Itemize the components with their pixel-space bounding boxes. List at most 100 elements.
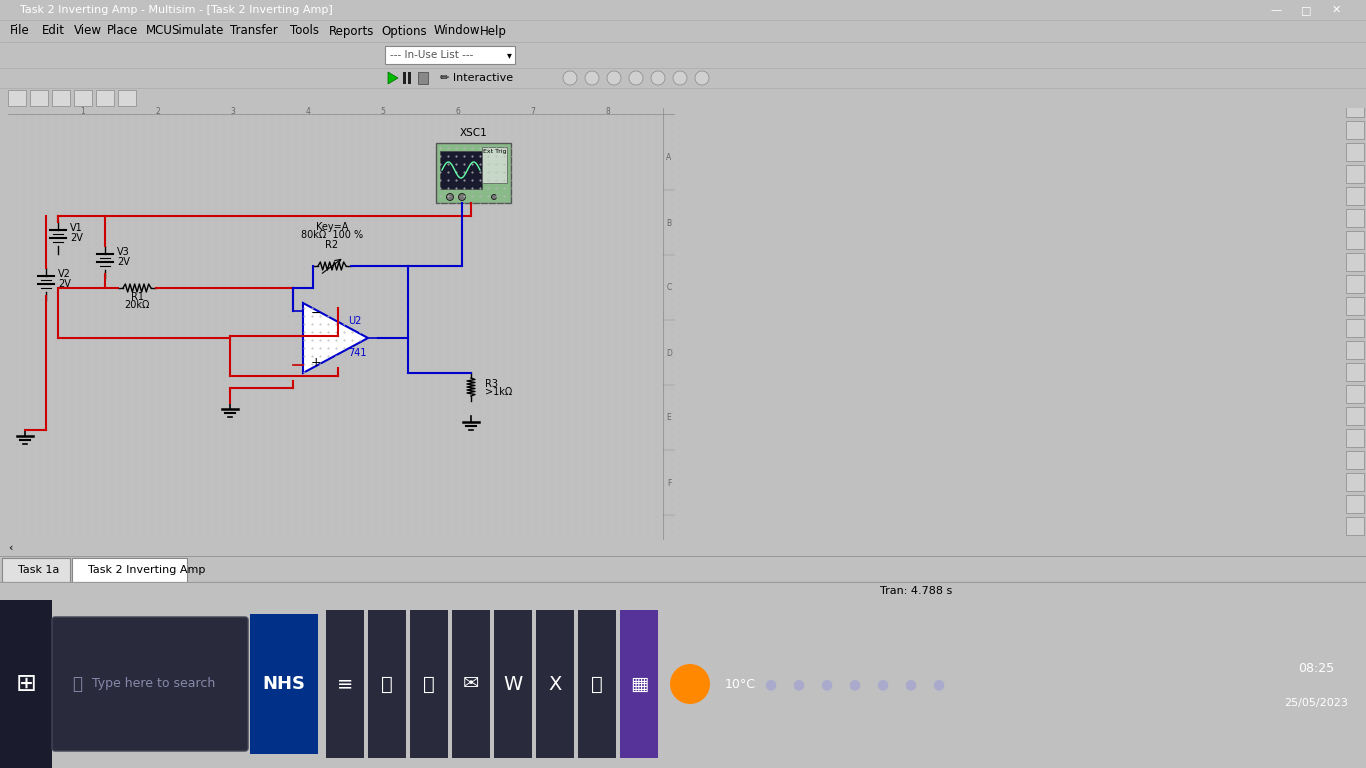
Circle shape <box>492 194 496 200</box>
Text: W: W <box>504 674 523 694</box>
Text: V2: V2 <box>57 269 71 279</box>
Text: Help: Help <box>479 25 507 38</box>
Circle shape <box>447 194 454 200</box>
Text: Tran: 4.788 s: Tran: 4.788 s <box>880 586 952 596</box>
Text: 5: 5 <box>381 107 385 115</box>
Text: Type here to search: Type here to search <box>92 677 216 690</box>
Text: 📄: 📄 <box>591 674 602 694</box>
Text: 🔍: 🔍 <box>72 675 82 693</box>
FancyBboxPatch shape <box>117 90 137 106</box>
Bar <box>250 614 318 754</box>
Text: ✏ Interactive: ✏ Interactive <box>440 73 514 83</box>
FancyBboxPatch shape <box>74 90 92 106</box>
FancyBboxPatch shape <box>1346 407 1365 425</box>
Circle shape <box>563 71 576 85</box>
Text: Transfer: Transfer <box>231 25 279 38</box>
Text: 80kΩ  100 %: 80kΩ 100 % <box>301 230 363 240</box>
Text: 10°C: 10°C <box>725 677 755 690</box>
Text: Simulate: Simulate <box>171 25 224 38</box>
Bar <box>620 610 658 758</box>
Text: Ext Trig: Ext Trig <box>484 149 507 154</box>
FancyBboxPatch shape <box>30 90 48 106</box>
Bar <box>1 558 70 582</box>
Circle shape <box>652 71 665 85</box>
Text: Task 2 Inverting Amp: Task 2 Inverting Amp <box>87 565 205 575</box>
Polygon shape <box>303 303 367 373</box>
Text: Place: Place <box>107 25 138 38</box>
Bar <box>436 143 511 203</box>
Text: ▾: ▾ <box>507 50 512 60</box>
Text: 1: 1 <box>81 107 85 115</box>
FancyBboxPatch shape <box>1346 187 1365 205</box>
Circle shape <box>607 71 622 85</box>
Text: R2: R2 <box>325 240 339 250</box>
Text: >1kΩ: >1kΩ <box>485 387 512 397</box>
Text: 25/05/2023: 25/05/2023 <box>1284 698 1348 708</box>
Text: V3: V3 <box>117 247 130 257</box>
FancyBboxPatch shape <box>1346 143 1365 161</box>
FancyBboxPatch shape <box>1346 363 1365 381</box>
Bar <box>535 610 574 758</box>
Text: A: A <box>667 154 672 163</box>
Text: U2: U2 <box>348 316 362 326</box>
Text: ✕: ✕ <box>1332 5 1340 15</box>
Text: Key=A: Key=A <box>316 222 348 232</box>
FancyBboxPatch shape <box>1346 495 1365 513</box>
Text: 7: 7 <box>530 107 535 115</box>
Bar <box>410 610 448 758</box>
Text: ‹: ‹ <box>8 543 12 553</box>
FancyBboxPatch shape <box>1346 209 1365 227</box>
Text: R1: R1 <box>131 292 143 302</box>
Text: 2V: 2V <box>57 279 71 289</box>
Text: R3: R3 <box>485 379 499 389</box>
FancyBboxPatch shape <box>1346 319 1365 337</box>
FancyBboxPatch shape <box>1346 231 1365 249</box>
Text: Window: Window <box>434 25 481 38</box>
Text: −: − <box>311 306 321 319</box>
Bar <box>482 147 507 183</box>
Bar <box>418 72 428 84</box>
FancyBboxPatch shape <box>1346 297 1365 315</box>
Bar <box>367 610 406 758</box>
FancyBboxPatch shape <box>52 90 70 106</box>
Text: ●: ● <box>792 677 805 691</box>
Circle shape <box>585 71 600 85</box>
Text: File: File <box>10 25 30 38</box>
Text: —: — <box>1270 5 1281 15</box>
Circle shape <box>669 664 710 704</box>
Text: 🌐: 🌐 <box>423 674 434 694</box>
FancyBboxPatch shape <box>1346 341 1365 359</box>
Text: MCU: MCU <box>146 25 172 38</box>
Bar <box>403 72 406 84</box>
Text: 20kΩ: 20kΩ <box>124 300 150 310</box>
Text: 2: 2 <box>156 107 160 115</box>
Circle shape <box>459 194 466 200</box>
FancyBboxPatch shape <box>52 617 249 751</box>
FancyBboxPatch shape <box>1346 473 1365 491</box>
Text: 3: 3 <box>231 107 235 115</box>
Text: Edit: Edit <box>42 25 66 38</box>
FancyBboxPatch shape <box>1346 517 1365 535</box>
Bar <box>0 600 52 768</box>
FancyBboxPatch shape <box>1346 275 1365 293</box>
Text: F: F <box>667 478 671 488</box>
Bar <box>578 610 616 758</box>
Bar <box>72 558 187 582</box>
Text: Task 1a: Task 1a <box>18 565 59 575</box>
FancyBboxPatch shape <box>1346 451 1365 469</box>
Bar <box>326 610 363 758</box>
Text: Task 2 Inverting Amp - Multisim - [Task 2 Inverting Amp]: Task 2 Inverting Amp - Multisim - [Task … <box>20 5 333 15</box>
Text: +: + <box>311 356 321 369</box>
Text: 2V: 2V <box>117 257 130 267</box>
FancyBboxPatch shape <box>1346 99 1365 117</box>
Text: 4: 4 <box>306 107 310 115</box>
FancyBboxPatch shape <box>8 90 26 106</box>
Text: ⊞: ⊞ <box>15 672 37 696</box>
Text: 08:25: 08:25 <box>1298 661 1335 674</box>
Bar <box>452 610 490 758</box>
Text: View: View <box>74 25 102 38</box>
Text: C: C <box>667 283 672 293</box>
Text: 📁: 📁 <box>381 674 393 694</box>
Bar <box>494 610 531 758</box>
Bar <box>440 151 482 189</box>
